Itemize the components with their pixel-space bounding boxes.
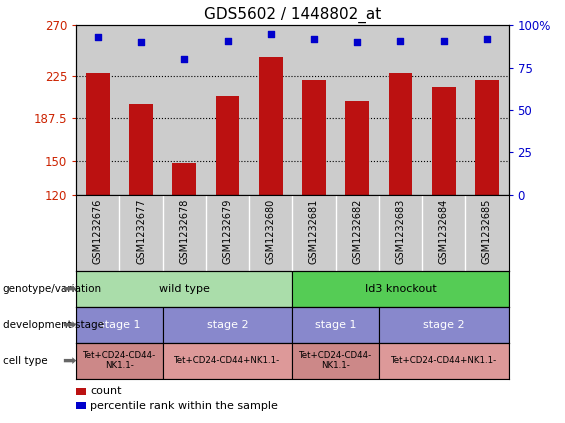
Text: GSM1232678: GSM1232678	[179, 198, 189, 264]
Bar	[345, 101, 369, 195]
Text: GSM1232679: GSM1232679	[223, 198, 233, 264]
Text: Tet+CD24-CD44+NK1.1-: Tet+CD24-CD44+NK1.1-	[390, 356, 497, 365]
Bar	[475, 80, 499, 195]
Bar	[163, 343, 293, 379]
Bar	[293, 271, 508, 307]
Bar	[76, 271, 293, 307]
Text: Id3 knockout: Id3 knockout	[364, 284, 436, 294]
Point	[137, 39, 146, 46]
Text: stage 2: stage 2	[207, 320, 249, 330]
Text: GSM1232676: GSM1232676	[93, 198, 103, 264]
Text: development stage: development stage	[3, 320, 104, 330]
Title: GDS5602 / 1448802_at: GDS5602 / 1448802_at	[204, 6, 381, 23]
Bar	[86, 73, 110, 195]
Text: stage 1: stage 1	[99, 320, 140, 330]
Text: count: count	[90, 386, 122, 396]
Bar	[293, 343, 379, 379]
Text: GSM1232683: GSM1232683	[396, 198, 406, 264]
Bar	[302, 80, 326, 195]
Text: Tet+CD24-CD44-
NK1.1-: Tet+CD24-CD44- NK1.1-	[299, 351, 372, 370]
Text: stage 1: stage 1	[315, 320, 357, 330]
Text: wild type: wild type	[159, 284, 210, 294]
Text: percentile rank within the sample: percentile rank within the sample	[90, 401, 279, 411]
Bar	[163, 307, 293, 343]
Bar	[76, 307, 163, 343]
Point	[93, 34, 102, 41]
Bar	[389, 73, 412, 195]
Text: Tet+CD24-CD44-
NK1.1-: Tet+CD24-CD44- NK1.1-	[83, 351, 156, 370]
Text: GSM1232677: GSM1232677	[136, 198, 146, 264]
Bar	[216, 96, 240, 195]
Point	[223, 37, 232, 44]
Text: stage 2: stage 2	[423, 320, 464, 330]
Bar	[129, 104, 153, 195]
Point	[310, 36, 319, 42]
Point	[266, 30, 275, 37]
Text: Tet+CD24-CD44+NK1.1-: Tet+CD24-CD44+NK1.1-	[175, 356, 281, 365]
Bar	[293, 307, 379, 343]
Bar	[379, 343, 508, 379]
Bar	[76, 343, 163, 379]
Bar	[172, 163, 196, 195]
Point	[180, 56, 189, 63]
Bar	[259, 57, 282, 195]
Text: GSM1232685: GSM1232685	[482, 198, 492, 264]
Bar	[432, 88, 455, 195]
Bar	[379, 307, 508, 343]
Point	[353, 39, 362, 46]
Text: GSM1232681: GSM1232681	[309, 198, 319, 264]
Text: GSM1232682: GSM1232682	[352, 198, 362, 264]
Point	[483, 36, 492, 42]
Text: GSM1232684: GSM1232684	[438, 198, 449, 264]
Text: GSM1232680: GSM1232680	[266, 198, 276, 264]
Text: cell type: cell type	[3, 356, 47, 365]
Text: genotype/variation: genotype/variation	[3, 284, 102, 294]
Point	[439, 37, 448, 44]
Point	[396, 37, 405, 44]
